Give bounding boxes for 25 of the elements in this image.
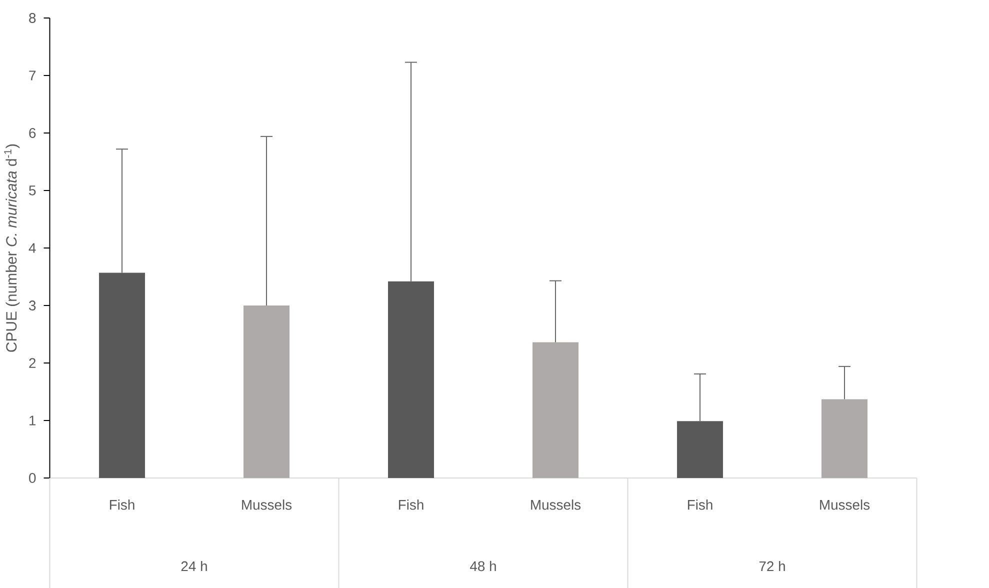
x-tick-label: Mussels <box>242 500 292 510</box>
x-tick-label: Mussels <box>531 500 581 510</box>
x-tick-label: Mussels <box>820 500 870 510</box>
bar <box>388 281 434 478</box>
y-tick-label: 5 <box>29 186 36 196</box>
y-tick-label: 1 <box>30 416 36 426</box>
x-tick-label: Fish <box>398 500 424 510</box>
text: 48 h <box>470 560 496 572</box>
y-tick-label: 2 <box>29 358 36 368</box>
bar <box>822 399 868 478</box>
y-tick-label: 8 <box>29 13 36 23</box>
y-tick-label: 4 <box>28 243 36 253</box>
bar <box>532 342 579 478</box>
bar <box>244 306 290 478</box>
text: 24 h <box>181 560 207 572</box>
y-axis-title: CPUE (number C. muricata d$^{-1}$) <box>4 144 20 352</box>
text: 72 h <box>759 560 785 572</box>
x-tick-label: Fish <box>110 500 134 510</box>
y-tick-label: 3 <box>29 300 36 310</box>
bar <box>677 421 724 478</box>
y-tick-label: 6 <box>29 128 36 138</box>
y-tick-label: 7 <box>29 70 36 80</box>
x-tick-label: Fish <box>688 500 712 510</box>
bar <box>99 272 145 478</box>
y-tick-label: 0 <box>29 473 36 483</box>
